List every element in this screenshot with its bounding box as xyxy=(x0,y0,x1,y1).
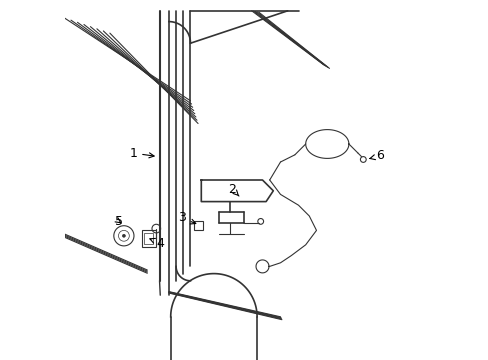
Bar xyxy=(194,221,203,230)
Bar xyxy=(142,230,155,247)
Text: 1: 1 xyxy=(129,147,154,159)
Text: 3: 3 xyxy=(178,211,195,224)
Text: 5: 5 xyxy=(115,215,122,228)
Bar xyxy=(144,233,153,244)
Text: 4: 4 xyxy=(150,237,164,249)
Text: 6: 6 xyxy=(369,149,383,162)
Text: 2: 2 xyxy=(228,183,239,196)
Circle shape xyxy=(122,234,125,237)
